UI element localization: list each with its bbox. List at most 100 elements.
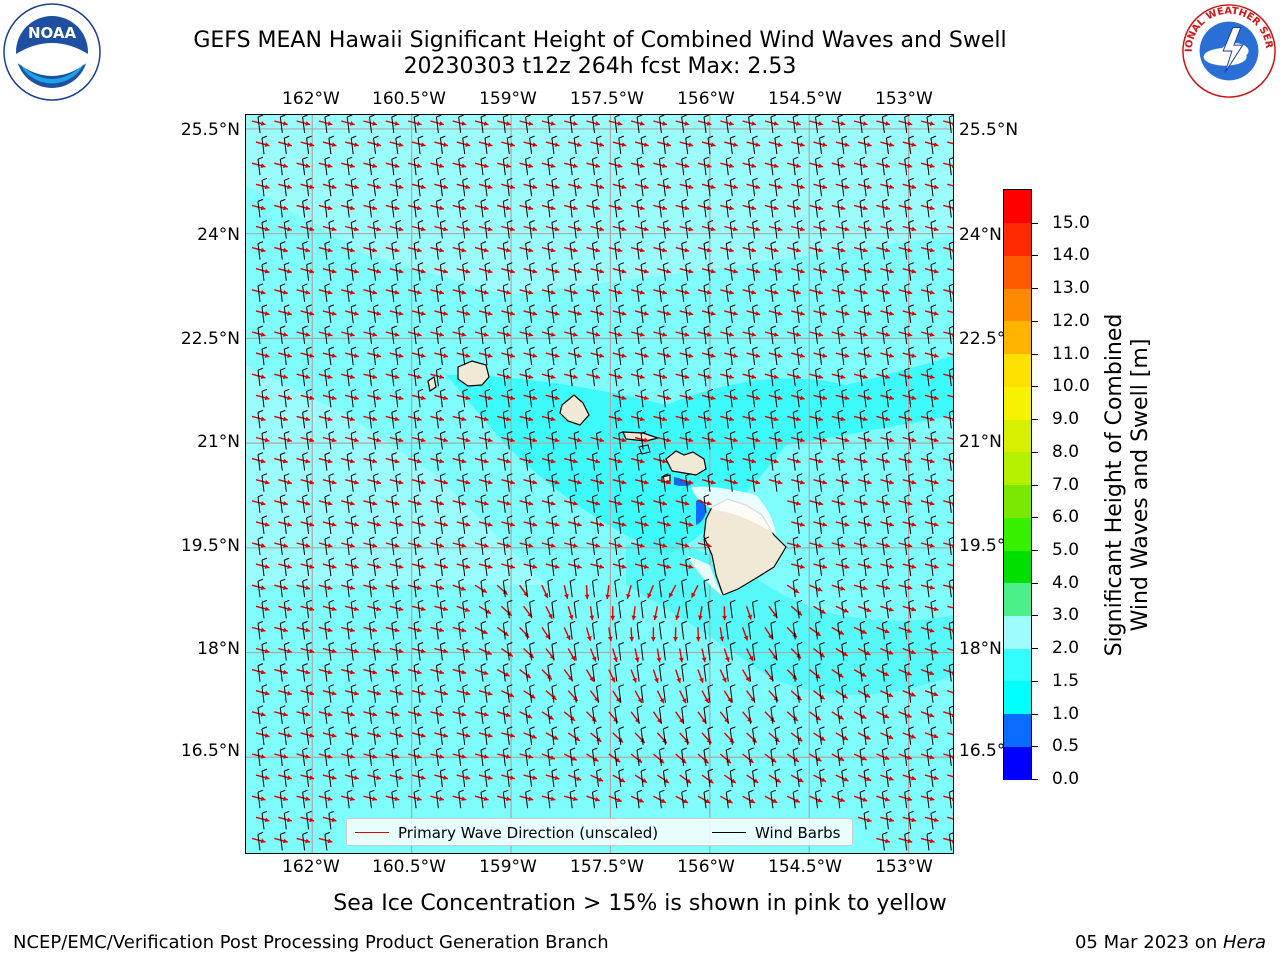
wind-barb-flag bbox=[663, 768, 669, 772]
wind-barb-flag bbox=[882, 156, 888, 160]
wind-barb-flag bbox=[596, 515, 602, 519]
wind-barb-flag bbox=[257, 663, 264, 667]
wave-arrow-head bbox=[327, 289, 333, 295]
wave-arrow-head bbox=[705, 798, 711, 804]
wind-barb bbox=[904, 623, 908, 640]
wave-arrow-head bbox=[862, 205, 868, 211]
wind-barb bbox=[707, 349, 711, 366]
wind-barb-flag bbox=[302, 620, 308, 624]
wind-barb-flag bbox=[949, 747, 953, 751]
wave-arrow-head bbox=[929, 374, 935, 380]
wind-barb-flag bbox=[373, 557, 379, 561]
wind-barb bbox=[346, 581, 350, 598]
wave-arrow-head bbox=[487, 522, 493, 527]
wind-barb-flag bbox=[261, 431, 268, 434]
wave-arrow-head bbox=[282, 289, 288, 295]
colorbar-tick-label: 11.0 bbox=[1052, 343, 1090, 364]
wind-barb-flag bbox=[574, 726, 580, 730]
wave-arrow-head bbox=[710, 479, 716, 485]
wind-barb bbox=[748, 749, 752, 767]
wind-barb bbox=[752, 728, 756, 745]
wind-barb-flag bbox=[324, 115, 331, 118]
wind-barb bbox=[439, 433, 443, 450]
wind-barb bbox=[837, 749, 841, 767]
wind-barb bbox=[373, 517, 376, 534]
wind-barb bbox=[306, 602, 310, 619]
wind-barb-flag bbox=[529, 262, 535, 266]
wind-barb bbox=[373, 644, 376, 661]
wind-barb-flag bbox=[284, 388, 290, 392]
wind-barb bbox=[373, 391, 376, 408]
wind-barb bbox=[569, 370, 573, 387]
wind-barb bbox=[302, 538, 306, 556]
wave-arrow-head bbox=[822, 479, 828, 485]
wave-arrow-head bbox=[933, 775, 939, 781]
wind-barb-flag bbox=[926, 367, 933, 371]
wind-barb-flag bbox=[685, 768, 691, 772]
wind-barb bbox=[636, 159, 640, 176]
wind-barb bbox=[703, 370, 707, 387]
wind-barb-flag bbox=[748, 367, 754, 371]
wind-barb-flag bbox=[636, 241, 643, 245]
wave-arrow-head bbox=[420, 479, 426, 485]
wind-barb-flag bbox=[328, 515, 335, 519]
wind-barb-flag bbox=[886, 220, 892, 223]
wave-arrow-head bbox=[349, 669, 355, 675]
wind-barb bbox=[752, 180, 756, 197]
wave-arrow-head bbox=[799, 226, 805, 232]
wind-barb-flag bbox=[886, 388, 892, 392]
wave-arrow-head bbox=[264, 690, 270, 696]
wind-barb-flag bbox=[280, 283, 286, 287]
wave-arrow-head bbox=[554, 479, 560, 485]
wave-arrow-head bbox=[305, 163, 311, 169]
wind-barb-flag bbox=[458, 705, 464, 709]
wind-barb bbox=[774, 222, 778, 239]
wave-arrow-head bbox=[572, 247, 578, 253]
wave-arrow-head bbox=[394, 796, 400, 802]
wave-arrow-head bbox=[264, 268, 270, 274]
wave-arrow-head bbox=[443, 437, 448, 443]
wind-barb bbox=[681, 327, 685, 345]
wind-barb-flag bbox=[707, 684, 714, 688]
wave-arrow-head bbox=[732, 395, 738, 401]
wind-barb-flag bbox=[774, 262, 781, 266]
wave-arrow-head bbox=[907, 163, 913, 169]
wave-arrow-head bbox=[309, 522, 315, 527]
wind-barb bbox=[725, 285, 729, 302]
wind-barb bbox=[662, 728, 666, 745]
wave-arrow-head bbox=[264, 437, 270, 443]
wave-arrow-head bbox=[933, 522, 939, 527]
wind-barb bbox=[792, 201, 796, 218]
wave-arrow-head bbox=[461, 627, 467, 633]
wave-arrow-head bbox=[777, 437, 783, 443]
wind-barb-flag bbox=[904, 578, 910, 582]
wind-barb bbox=[952, 602, 953, 604]
wind-barb bbox=[551, 475, 555, 492]
wind-barb bbox=[547, 707, 551, 724]
wind-barb bbox=[439, 560, 443, 577]
wind-barb bbox=[948, 327, 952, 345]
wind-barb bbox=[863, 222, 867, 239]
wind-barb bbox=[480, 538, 484, 556]
wind-barb-flag bbox=[636, 409, 643, 413]
wave-arrow-head bbox=[799, 395, 805, 401]
wind-barb-flag bbox=[819, 642, 825, 645]
wind-barb-flag bbox=[302, 494, 308, 498]
wave-arrow-head bbox=[933, 311, 939, 316]
wave-arrow-head bbox=[773, 416, 779, 422]
swell-shade-west bbox=[246, 365, 546, 585]
wave-arrow-head bbox=[443, 311, 448, 316]
wave-arrow-head bbox=[773, 247, 779, 253]
wind-barb-flag bbox=[908, 177, 914, 181]
wind-barb-flag bbox=[949, 368, 953, 371]
wave-arrow-head bbox=[798, 777, 804, 782]
wind-barb-flag bbox=[886, 304, 892, 308]
wave-arrow-head bbox=[376, 353, 382, 358]
wind-barb-flag bbox=[462, 599, 468, 603]
wind-barb bbox=[439, 475, 443, 492]
colorbar-tick-mark bbox=[1032, 713, 1038, 715]
wind-barb bbox=[302, 412, 306, 429]
wind-barb bbox=[462, 180, 466, 197]
wind-barb-flag bbox=[596, 473, 602, 477]
wave-arrow-head bbox=[327, 205, 333, 211]
